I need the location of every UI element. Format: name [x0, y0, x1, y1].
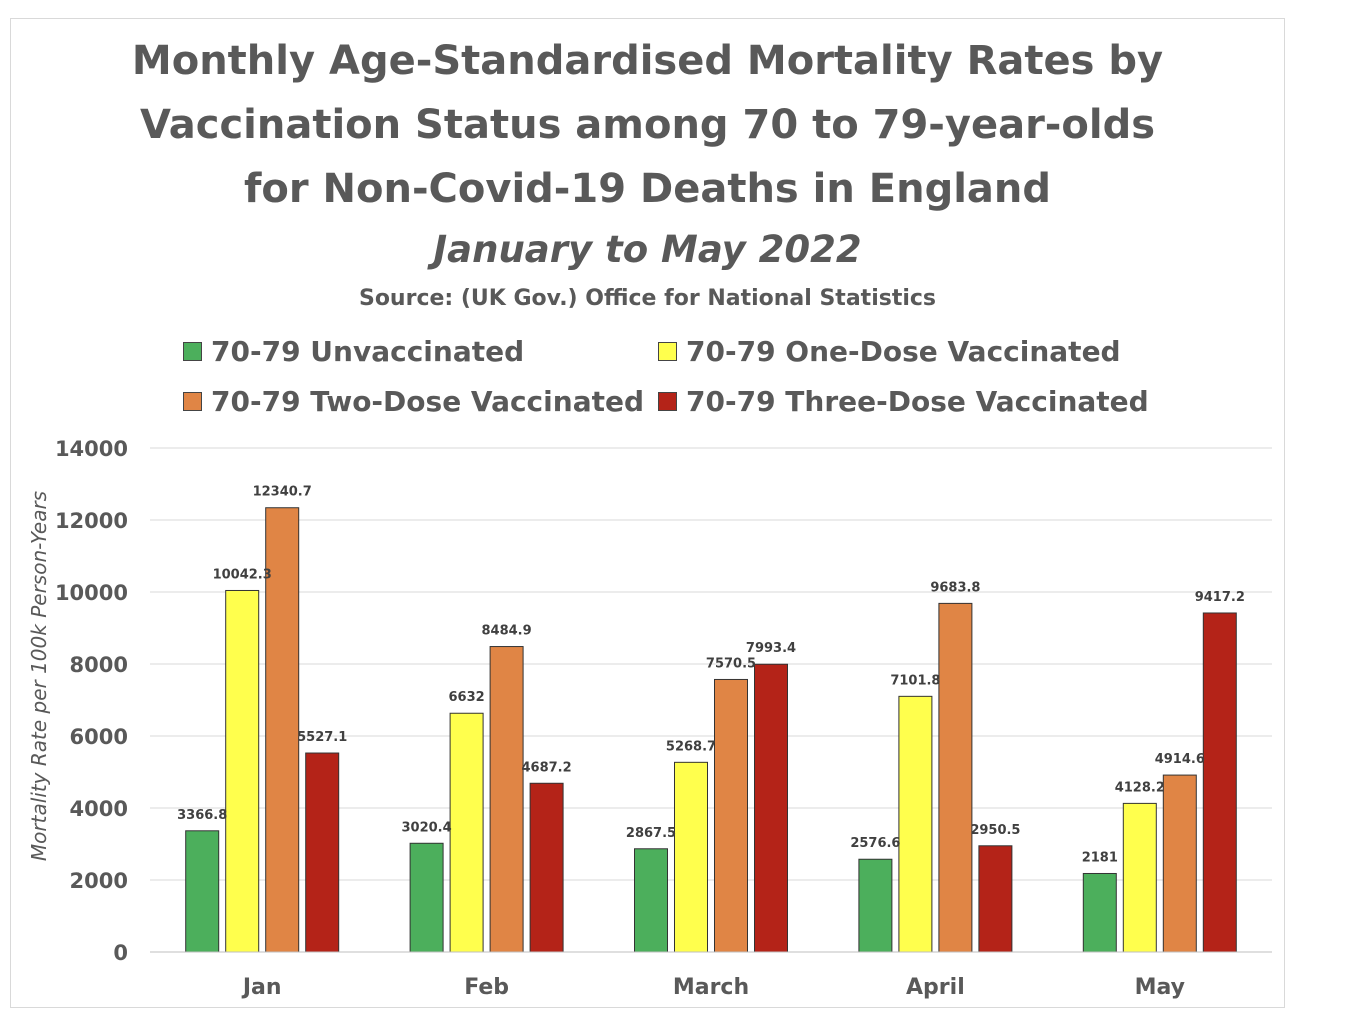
x-axis: Jan Feb March April May — [150, 951, 1272, 1000]
data-label: 7993.4 — [746, 641, 796, 656]
data-label: 4128.2 — [1115, 780, 1165, 795]
data-label: 4914.6 — [1155, 752, 1205, 767]
bar — [449, 712, 484, 953]
data-label: 12340.7 — [253, 485, 312, 500]
legend-item-two-dose: 70-79 Two-Dose Vaccinated — [183, 385, 644, 418]
data-label: 3366.8 — [177, 808, 227, 823]
y-tick-label: 2000 — [70, 869, 128, 893]
data-label: 3020.4 — [402, 820, 452, 835]
data-label: 7101.8 — [890, 673, 940, 688]
y-tick-label: 8000 — [70, 653, 128, 677]
data-label: 10042.3 — [213, 567, 272, 582]
legend-item-three-dose: 70-79 Three-Dose Vaccinated — [658, 385, 1149, 418]
bar — [1122, 802, 1157, 953]
legend-swatch-one-dose — [658, 342, 677, 361]
bar — [225, 589, 260, 953]
data-label: 2950.5 — [970, 823, 1020, 838]
x-tick-label: April — [906, 975, 965, 1000]
bar — [1082, 872, 1117, 953]
y-tick-label: 12000 — [55, 509, 128, 533]
legend-item-one-dose: 70-79 One-Dose Vaccinated — [658, 335, 1121, 368]
bar — [489, 646, 524, 953]
legend-swatch-unvaccinated — [183, 342, 202, 361]
legend-label-two-dose: 70-79 Two-Dose Vaccinated — [211, 385, 645, 418]
bar — [858, 858, 893, 953]
chart-subtitle: January to May 2022 — [433, 228, 862, 271]
y-axis-label: Mortality Rate per 100k Person-Years — [27, 491, 51, 861]
x-tick-label: Jan — [241, 975, 282, 1000]
bar — [1162, 774, 1197, 953]
bar — [634, 848, 668, 953]
y-tick-label: 0 — [113, 941, 128, 965]
bar — [185, 830, 220, 953]
y-tick-label: 6000 — [70, 725, 128, 749]
x-tick-label: May — [1135, 975, 1185, 1000]
chart-source: Source: (UK Gov.) Office for National St… — [358, 286, 937, 311]
legend-swatch-two-dose — [183, 392, 202, 411]
chart-title-line-1: Monthly Age-Standardised Mortality Rates… — [131, 38, 1164, 84]
y-axis: 0 2000 4000 6000 8000 10000 12000 14000 — [55, 437, 128, 965]
data-label: 8484.9 — [482, 624, 532, 639]
bar — [409, 842, 444, 953]
legend-label-unvaccinated: 70-79 Unvaccinated — [211, 335, 525, 368]
legend-item-unvaccinated: 70-79 Unvaccinated — [183, 335, 524, 368]
y-tick-label: 14000 — [55, 437, 128, 461]
y-tick-label: 10000 — [55, 581, 128, 605]
x-tick-label: Feb — [464, 975, 509, 1000]
legend-swatch-three-dose — [658, 392, 677, 411]
data-label: 9417.2 — [1195, 590, 1245, 605]
data-label: 2576.6 — [850, 836, 900, 851]
data-label: 4687.2 — [522, 760, 572, 775]
data-label: 5527.1 — [297, 730, 347, 745]
data-label: 5268.7 — [666, 739, 716, 754]
data-label: 2181 — [1082, 850, 1118, 865]
bar — [978, 845, 1013, 953]
data-label: 2867.5 — [626, 826, 676, 841]
data-label: 9683.8 — [930, 580, 980, 595]
legend-label-three-dose: 70-79 Three-Dose Vaccinated — [686, 385, 1149, 418]
legend-label-one-dose: 70-79 One-Dose Vaccinated — [686, 335, 1121, 368]
bar — [898, 695, 933, 953]
chart-title-line-2: Vaccination Status among 70 to 79-year-o… — [139, 102, 1156, 148]
bar — [529, 782, 564, 953]
data-label: 6632 — [449, 690, 485, 705]
bar — [305, 752, 340, 953]
x-tick-label: March — [673, 975, 749, 1000]
data-labels: 3366.8 10042.3 12340.7 5527.1 3020.4 6632 8484… — [177, 485, 1245, 866]
bar — [1202, 612, 1237, 953]
data-label: 7570.5 — [706, 656, 756, 671]
chart-title-line-3: for Non-Covid-19 Deaths in England — [243, 166, 1052, 212]
bar — [674, 761, 708, 953]
bar — [754, 663, 788, 953]
bar — [938, 602, 973, 953]
y-tick-label: 4000 — [70, 797, 128, 821]
bar — [714, 678, 748, 953]
chart-frame — [10, 18, 1285, 1008]
